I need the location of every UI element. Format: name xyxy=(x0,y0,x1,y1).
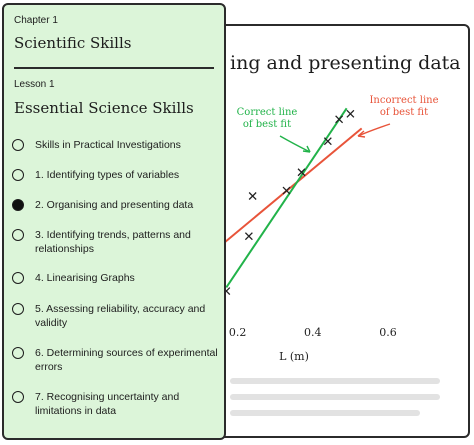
topic-item-skills-in-practical-investigations[interactable]: Skills in Practical Investigations xyxy=(12,138,220,152)
placeholder-text-line xyxy=(230,394,440,400)
chapter-label: Chapter 1 xyxy=(14,15,58,26)
data-point xyxy=(282,186,291,195)
radio-icon[interactable] xyxy=(12,303,24,315)
divider xyxy=(14,67,214,69)
radio-icon[interactable] xyxy=(12,229,24,241)
topic-label: 7. Recognising uncertainty and limitatio… xyxy=(35,391,180,417)
correct-line-annotation: of best fit xyxy=(243,119,291,130)
topic-item-determining-sources-of-errors[interactable]: 6. Determining sources of experimental e… xyxy=(12,346,220,374)
lesson-content-title: ing and presenting data xyxy=(230,52,461,74)
placeholder-text-line xyxy=(230,410,420,416)
lesson-title: Essential Science Skills xyxy=(14,99,194,117)
correct-annotation-arrow xyxy=(279,135,311,153)
topic-item-organising-and-presenting-data[interactable]: 2. Organising and presenting data xyxy=(12,198,220,212)
data-point xyxy=(335,115,344,124)
topic-label: 6. Determining sources of experimental e… xyxy=(35,347,218,373)
data-point xyxy=(297,168,306,177)
lesson-label: Lesson 1 xyxy=(14,79,55,90)
topic-label: Skills in Practical Investigations xyxy=(35,139,181,151)
data-point xyxy=(346,109,355,118)
topic-label: 3. Identifying trends, patterns and rela… xyxy=(35,229,191,255)
incorrect-arrowhead xyxy=(357,130,366,138)
x-tick-label: 0.2 xyxy=(229,326,247,339)
correct-line-annotation: Correct line xyxy=(237,107,298,118)
incorrect-line-annotation: Incorrect line xyxy=(369,95,438,106)
incorrect-line-annotation: of best fit xyxy=(380,107,428,118)
topic-item-identifying-types-of-variables[interactable]: 1. Identifying types of variables xyxy=(12,168,220,182)
data-point xyxy=(244,232,253,241)
x-tick-label: 0.4 xyxy=(304,326,322,339)
radio-icon[interactable] xyxy=(12,169,24,181)
radio-icon[interactable] xyxy=(12,139,24,151)
x-tick-label: 0.6 xyxy=(379,326,397,339)
topic-label: 4. Linearising Graphs xyxy=(35,272,135,284)
topic-label: 1. Identifying types of variables xyxy=(35,169,180,181)
chapter-title: Scientific Skills xyxy=(14,34,132,52)
radio-icon-selected[interactable] xyxy=(12,199,24,211)
topic-item-recognising-uncertainty[interactable]: 7. Recognising uncertainty and limitatio… xyxy=(12,390,220,418)
correct-arrowhead xyxy=(302,145,311,153)
data-point xyxy=(323,137,332,146)
radio-icon[interactable] xyxy=(12,272,24,284)
data-point xyxy=(248,192,257,200)
lesson-navigation-panel: Chapter 1 Scientific Skills Lesson 1 Ess… xyxy=(2,3,226,440)
topic-item-assessing-reliability[interactable]: 5. Assessing reliability, accuracy and v… xyxy=(12,302,220,330)
topic-item-linearising-graphs[interactable]: 4. Linearising Graphs xyxy=(12,271,220,285)
topic-label: 2. Organising and presenting data xyxy=(35,199,194,211)
placeholder-text-line xyxy=(230,378,440,384)
incorrect-annotation-arrow xyxy=(357,123,391,137)
radio-icon[interactable] xyxy=(12,391,24,403)
correct-best-fit-line xyxy=(225,107,348,288)
x-axis-label: L (m) xyxy=(279,350,309,363)
topic-item-identifying-trends[interactable]: 3. Identifying trends, patterns and rela… xyxy=(12,228,220,256)
radio-icon[interactable] xyxy=(12,347,24,359)
topic-label: 5. Assessing reliability, accuracy and v… xyxy=(35,303,206,329)
